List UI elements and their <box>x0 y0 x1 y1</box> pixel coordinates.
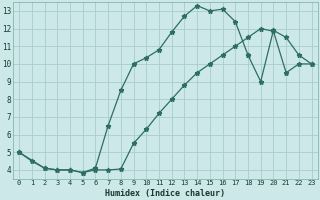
X-axis label: Humidex (Indice chaleur): Humidex (Indice chaleur) <box>105 189 225 198</box>
